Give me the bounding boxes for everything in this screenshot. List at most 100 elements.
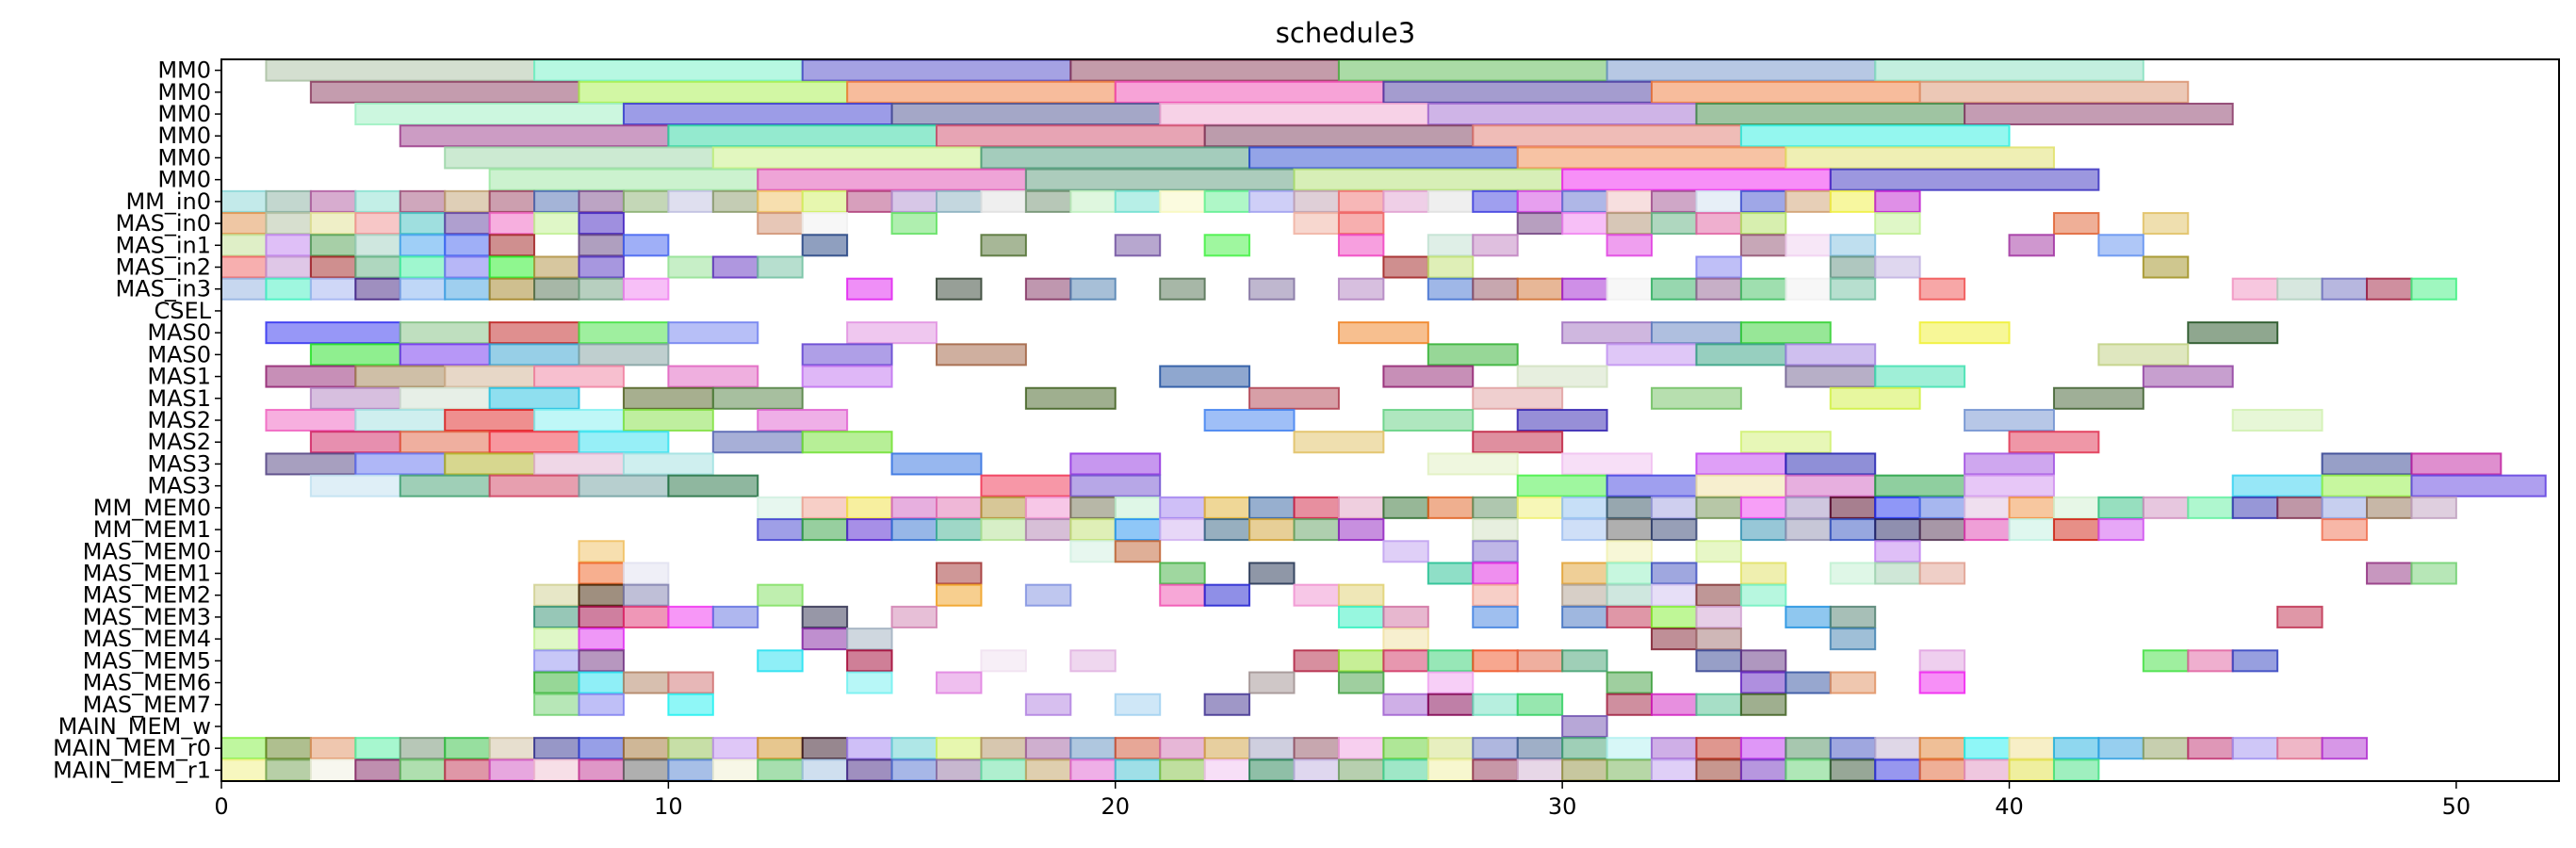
schedule-bar [1159, 583, 1206, 607]
schedule-bar [622, 452, 714, 476]
y-tick-label: MM0 [157, 101, 211, 127]
schedule-bar [2052, 737, 2100, 760]
schedule-bar [309, 277, 357, 301]
schedule-bar [890, 103, 1162, 126]
schedule-bar [578, 234, 625, 257]
schedule-bar [1203, 124, 1475, 148]
schedule-bar [667, 693, 714, 716]
schedule-bar [533, 58, 804, 82]
schedule-bar [1785, 365, 1877, 388]
schedule-bar [1114, 758, 1162, 782]
schedule-bar [444, 408, 536, 432]
schedule-bar [1695, 277, 1742, 301]
schedule-bar [757, 518, 804, 542]
schedule-bar [1651, 693, 1698, 716]
schedule-bar [890, 212, 938, 236]
schedule-bar [890, 737, 938, 760]
schedule-bar [1964, 518, 2011, 542]
schedule-bar [1606, 605, 1654, 628]
schedule-bar [757, 649, 804, 673]
schedule-bar [1472, 737, 1519, 760]
schedule-bar [1024, 737, 1072, 760]
schedule-bar [846, 277, 893, 301]
schedule-bar [1785, 189, 1832, 213]
schedule-bar [2052, 212, 2100, 236]
schedule-bar [1785, 343, 1877, 367]
schedule-bar [488, 431, 580, 454]
schedule-bar [1472, 583, 1519, 607]
y-tick-label: MAS_MEM0 [83, 538, 211, 564]
schedule-bar [667, 758, 714, 782]
schedule-bar [1337, 496, 1385, 519]
schedule-bar [578, 693, 625, 716]
schedule-bar [1293, 431, 1385, 454]
schedule-bar [578, 737, 625, 760]
schedule-bar [1024, 168, 1296, 191]
schedule-bar [936, 189, 983, 213]
schedule-bar [667, 124, 938, 148]
schedule-bar [1739, 737, 1787, 760]
schedule-bar [1606, 671, 1654, 694]
schedule-bar [622, 234, 670, 257]
y-tick-label: MAS_in1 [115, 232, 211, 258]
schedule-bar [1561, 605, 1608, 628]
schedule-bar [1561, 452, 1654, 476]
schedule-bar [1248, 562, 1296, 585]
schedule-bar [711, 255, 759, 279]
schedule-bar [622, 189, 670, 213]
schedule-bar [265, 234, 312, 257]
schedule-bar [1561, 758, 1608, 782]
schedule-bar [2097, 737, 2144, 760]
schedule-bar [1964, 452, 2055, 476]
y-tick-label: MM_MEM1 [93, 516, 211, 543]
schedule-bar [309, 431, 401, 454]
schedule-bar [1561, 189, 1608, 213]
schedule-bar [1248, 758, 1296, 782]
schedule-bar [2052, 758, 2100, 782]
schedule-bar [354, 189, 401, 213]
schedule-bar [980, 737, 1027, 760]
schedule-bar [399, 189, 447, 213]
schedule-bar [1561, 518, 1608, 542]
schedule-bar [2008, 518, 2055, 542]
schedule-bar [265, 737, 312, 760]
schedule-bar [1382, 365, 1475, 388]
y-tick-label: MAIN_MEM_r0 [53, 735, 211, 761]
schedule-bar [1695, 452, 1787, 476]
x-axis: 0 10 20 30 40 50 [214, 781, 2470, 820]
schedule-bar [846, 496, 893, 519]
schedule-bar [1651, 496, 1698, 519]
y-tick-label: MM0 [157, 144, 211, 171]
schedule-bar [1382, 80, 1654, 104]
schedule-bar [1337, 189, 1385, 213]
schedule-bar [533, 365, 625, 388]
schedule-bar [1739, 496, 1787, 519]
schedule-bar [1427, 671, 1475, 694]
schedule-bar [1472, 234, 1519, 257]
schedule-bar [1024, 189, 1072, 213]
schedule-bar [1293, 168, 1564, 191]
schedule-bar [1561, 649, 1608, 673]
schedule-bar [533, 671, 580, 694]
schedule-bar [1069, 496, 1117, 519]
schedule-bar [309, 189, 357, 213]
schedule-bar [1606, 693, 1654, 716]
schedule-bar [1651, 189, 1698, 213]
schedule-bar [2231, 277, 2279, 301]
schedule-bar [1472, 758, 1519, 782]
schedule-bar [1695, 540, 1742, 563]
schedule-bar [1561, 583, 1608, 607]
schedule-bar [1427, 277, 1475, 301]
schedule-bar [2231, 408, 2323, 432]
schedule-bar [1561, 737, 1608, 760]
schedule-bar [1024, 277, 1072, 301]
schedule-bar [1337, 518, 1385, 542]
schedule-bar [1606, 518, 1654, 542]
schedule-bar [1069, 277, 1117, 301]
schedule-bar [890, 496, 938, 519]
schedule-bar [711, 146, 983, 170]
schedule-bar [444, 234, 491, 257]
schedule-bar [1606, 540, 1654, 563]
schedule-bar [533, 212, 580, 236]
schedule-bar [1829, 671, 1877, 694]
